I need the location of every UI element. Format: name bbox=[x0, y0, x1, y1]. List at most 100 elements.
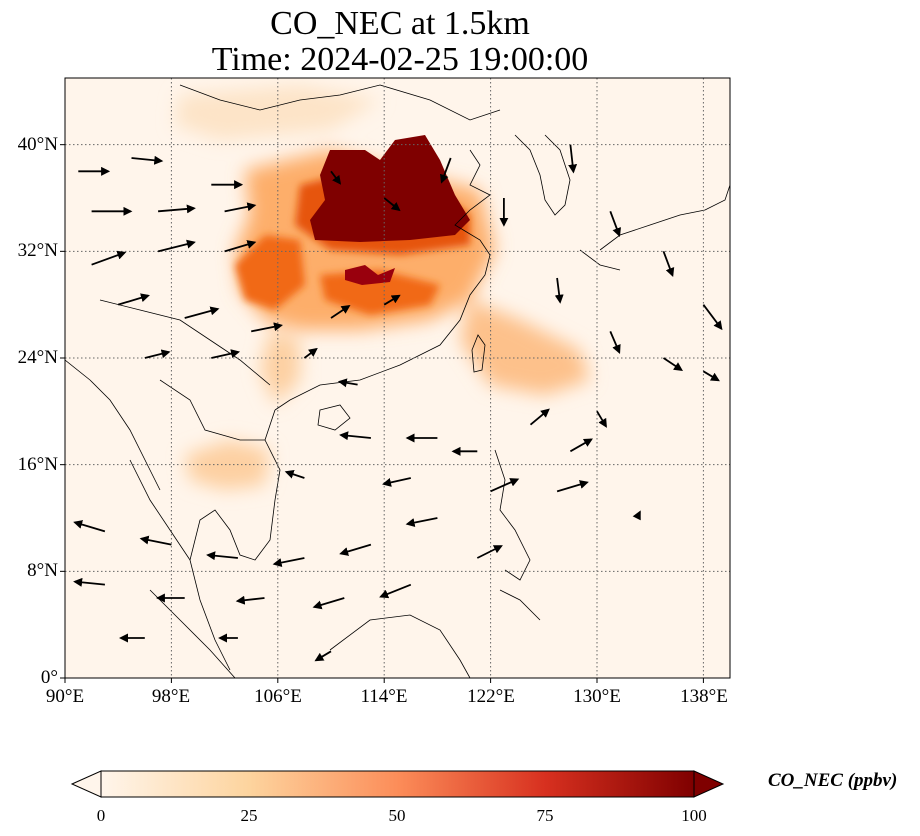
wind-arrow bbox=[73, 577, 105, 587]
wind-arrow bbox=[235, 595, 265, 605]
border-interior-1 bbox=[99, 299, 271, 386]
wind-arrow bbox=[383, 197, 401, 212]
lat-tick-label: 32°N bbox=[17, 240, 58, 261]
wind-arrow bbox=[211, 349, 241, 359]
wind-arrow bbox=[73, 520, 106, 533]
lon-tick-label: 130°E bbox=[573, 686, 621, 707]
map-title: CO_NEC at 1.5km bbox=[270, 5, 530, 42]
wind-arrow bbox=[662, 251, 675, 278]
wind-arrow bbox=[330, 170, 342, 185]
wind-arrow bbox=[405, 517, 438, 528]
wind-arrow bbox=[568, 144, 578, 174]
wind-arrow bbox=[339, 431, 371, 441]
wind-arrow bbox=[383, 294, 401, 306]
lat-tick-label: 40°N bbox=[17, 134, 58, 155]
wind-arrow bbox=[303, 347, 318, 359]
wind-arrow bbox=[609, 211, 621, 238]
coast-borneo bbox=[329, 614, 471, 678]
plume-north-fringe bbox=[175, 85, 380, 140]
plume-guangxi bbox=[260, 330, 300, 405]
wind-arrow bbox=[440, 157, 452, 184]
wind-arrow bbox=[158, 204, 196, 214]
wind-arrow bbox=[131, 155, 164, 165]
wind-arrow bbox=[251, 322, 283, 333]
wind-arrow bbox=[382, 477, 411, 487]
lon-tick-label: 138°E bbox=[680, 686, 728, 707]
wind-arrow bbox=[284, 470, 305, 479]
wind-arrow bbox=[476, 545, 503, 559]
wind-arrow bbox=[117, 293, 150, 306]
plume-indochina bbox=[185, 440, 270, 490]
wind-arrow bbox=[139, 535, 172, 546]
wind-arrow bbox=[702, 370, 720, 382]
colorbar-tick-label: 50 bbox=[388, 806, 406, 825]
wind-arrow bbox=[272, 557, 305, 568]
wind-arrow bbox=[663, 357, 683, 371]
colorbar-label: CO_NEC (ppbv) bbox=[768, 770, 898, 791]
wind-arrow bbox=[314, 650, 332, 662]
wind-arrow bbox=[490, 478, 520, 493]
colorbar-tick-label: 0 bbox=[96, 806, 106, 825]
plume-sichuan bbox=[235, 235, 305, 310]
wind-arrow bbox=[224, 240, 257, 253]
map-frame bbox=[64, 77, 731, 679]
wind-arrow bbox=[144, 349, 171, 359]
plume-east-sea bbox=[460, 300, 590, 395]
axis-ticks bbox=[60, 144, 704, 683]
lon-tick-label: 122°E bbox=[467, 686, 515, 707]
plume-north-china-core bbox=[310, 135, 470, 242]
coast-hainan bbox=[317, 404, 351, 431]
colorbar-tick-label: 75 bbox=[536, 806, 554, 825]
wind-arrow bbox=[337, 378, 358, 388]
map-field bbox=[65, 78, 730, 678]
lat-tick-label: 16°N bbox=[17, 454, 58, 475]
colorbar-extend-max bbox=[693, 770, 725, 798]
wind-arrow bbox=[312, 597, 345, 610]
wind-arrow bbox=[91, 250, 127, 266]
border-interior-2 bbox=[159, 379, 265, 441]
plume-yangtze-core bbox=[345, 265, 395, 285]
wind-arrow bbox=[224, 202, 257, 213]
colorbar-body bbox=[100, 770, 695, 798]
coast-bay-bengal bbox=[65, 359, 161, 491]
map-subtitle: Time: 2024-02-25 19:00:00 bbox=[211, 41, 589, 78]
lat-tick-label: 0° bbox=[40, 667, 58, 688]
wind-arrow bbox=[529, 408, 550, 426]
colorbar-tick-label: 25 bbox=[240, 806, 258, 825]
wind-arrow bbox=[330, 305, 351, 319]
border-north bbox=[179, 84, 501, 121]
lon-tick-label: 106°E bbox=[254, 686, 302, 707]
border-interior-3 bbox=[129, 459, 191, 561]
colorbar bbox=[70, 770, 725, 798]
wind-arrow bbox=[569, 438, 593, 453]
colorbar-tick-label: 100 bbox=[681, 806, 707, 825]
wind-arrow bbox=[379, 583, 412, 599]
coast-indochina bbox=[189, 409, 281, 671]
wind-arrow bbox=[632, 510, 641, 521]
coast-korea bbox=[514, 134, 571, 216]
wind-arrow bbox=[702, 304, 723, 331]
coast-sumatra bbox=[149, 589, 236, 678]
co-plumes bbox=[175, 85, 590, 490]
wind-arrow bbox=[609, 330, 621, 354]
wind-arrow bbox=[554, 277, 564, 304]
wind-arrow bbox=[339, 543, 372, 556]
wind-vectors bbox=[73, 144, 723, 662]
wind-arrow bbox=[596, 410, 607, 428]
wind-arrow bbox=[556, 480, 589, 493]
wind-arrow bbox=[184, 306, 220, 319]
lon-tick-label: 98°E bbox=[151, 686, 191, 707]
coast-taiwan bbox=[471, 334, 486, 373]
lon-tick-label: 114°E bbox=[360, 686, 408, 707]
coast-philippines bbox=[494, 449, 541, 621]
wind-arrow bbox=[157, 239, 196, 253]
coastlines bbox=[65, 84, 730, 678]
lat-tick-label: 8°N bbox=[27, 560, 58, 581]
lat-tick-label: 24°N bbox=[17, 347, 58, 368]
colorbar-extend-min bbox=[70, 770, 102, 798]
gridlines bbox=[65, 78, 730, 678]
wind-arrow bbox=[206, 551, 238, 561]
lon-tick-label: 90°E bbox=[45, 686, 85, 707]
